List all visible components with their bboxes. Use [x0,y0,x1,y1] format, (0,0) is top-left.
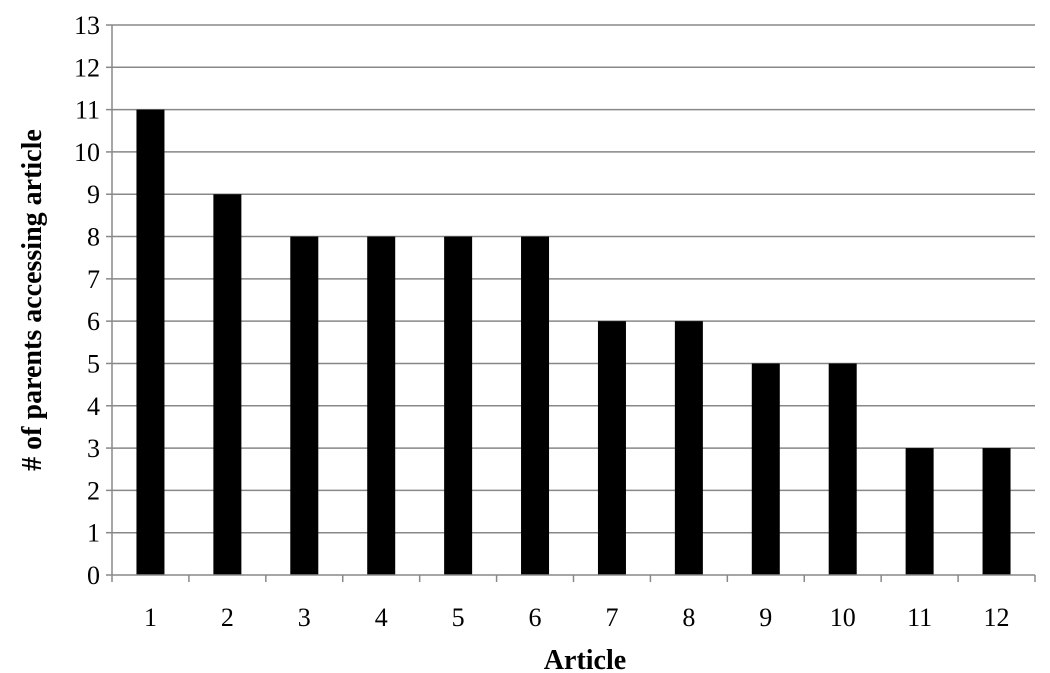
y-tick-label: 1 [87,519,100,548]
y-tick-label: 11 [75,96,100,125]
bar [444,236,473,576]
bar [290,236,319,576]
x-tick-label: 2 [221,603,234,632]
bar [674,321,703,575]
y-tick-label: 0 [87,561,100,590]
x-tick-labels: 1 2 3 4 5 6 7 8 9 10 11 12 [144,603,1010,632]
x-tick-label: 3 [298,603,311,632]
x-tick-label: 12 [984,603,1010,632]
y-tick-label: 5 [87,349,100,378]
bar [521,236,550,576]
bar [905,448,934,575]
bar [597,321,626,575]
x-tick-label: 7 [605,603,618,632]
bars [136,109,1011,576]
x-tick-label: 11 [907,603,932,632]
bar [828,363,857,575]
y-axis-title: # of parents accessing article [17,129,48,471]
y-tick-label: 8 [87,223,100,252]
y-tick-label: 4 [87,392,100,421]
x-tick-label: 1 [144,603,157,632]
x-axis-title: Article [544,645,626,673]
y-tick-label: 2 [87,476,100,505]
bar [136,109,165,575]
bar [982,448,1011,575]
x-tick-label: 8 [682,603,695,632]
y-tick-label: 3 [87,434,100,463]
x-tick-label: 4 [375,603,388,632]
x-tick-label: 5 [452,603,465,632]
x-tick-label: 6 [529,603,542,632]
bar [367,236,396,576]
y-tick-label: 13 [74,11,100,40]
y-tick-label: 6 [87,307,100,336]
gridlines [112,24,1035,534]
x-tick-label: 10 [830,603,856,632]
y-tick-label: 9 [87,180,100,209]
axes [106,24,1036,582]
y-tick-label: 7 [87,265,100,294]
bar [751,363,780,575]
x-tick-label: 9 [759,603,772,632]
y-tick-label: 10 [74,138,100,167]
y-tick-label: 12 [74,53,100,82]
bar [213,194,242,575]
